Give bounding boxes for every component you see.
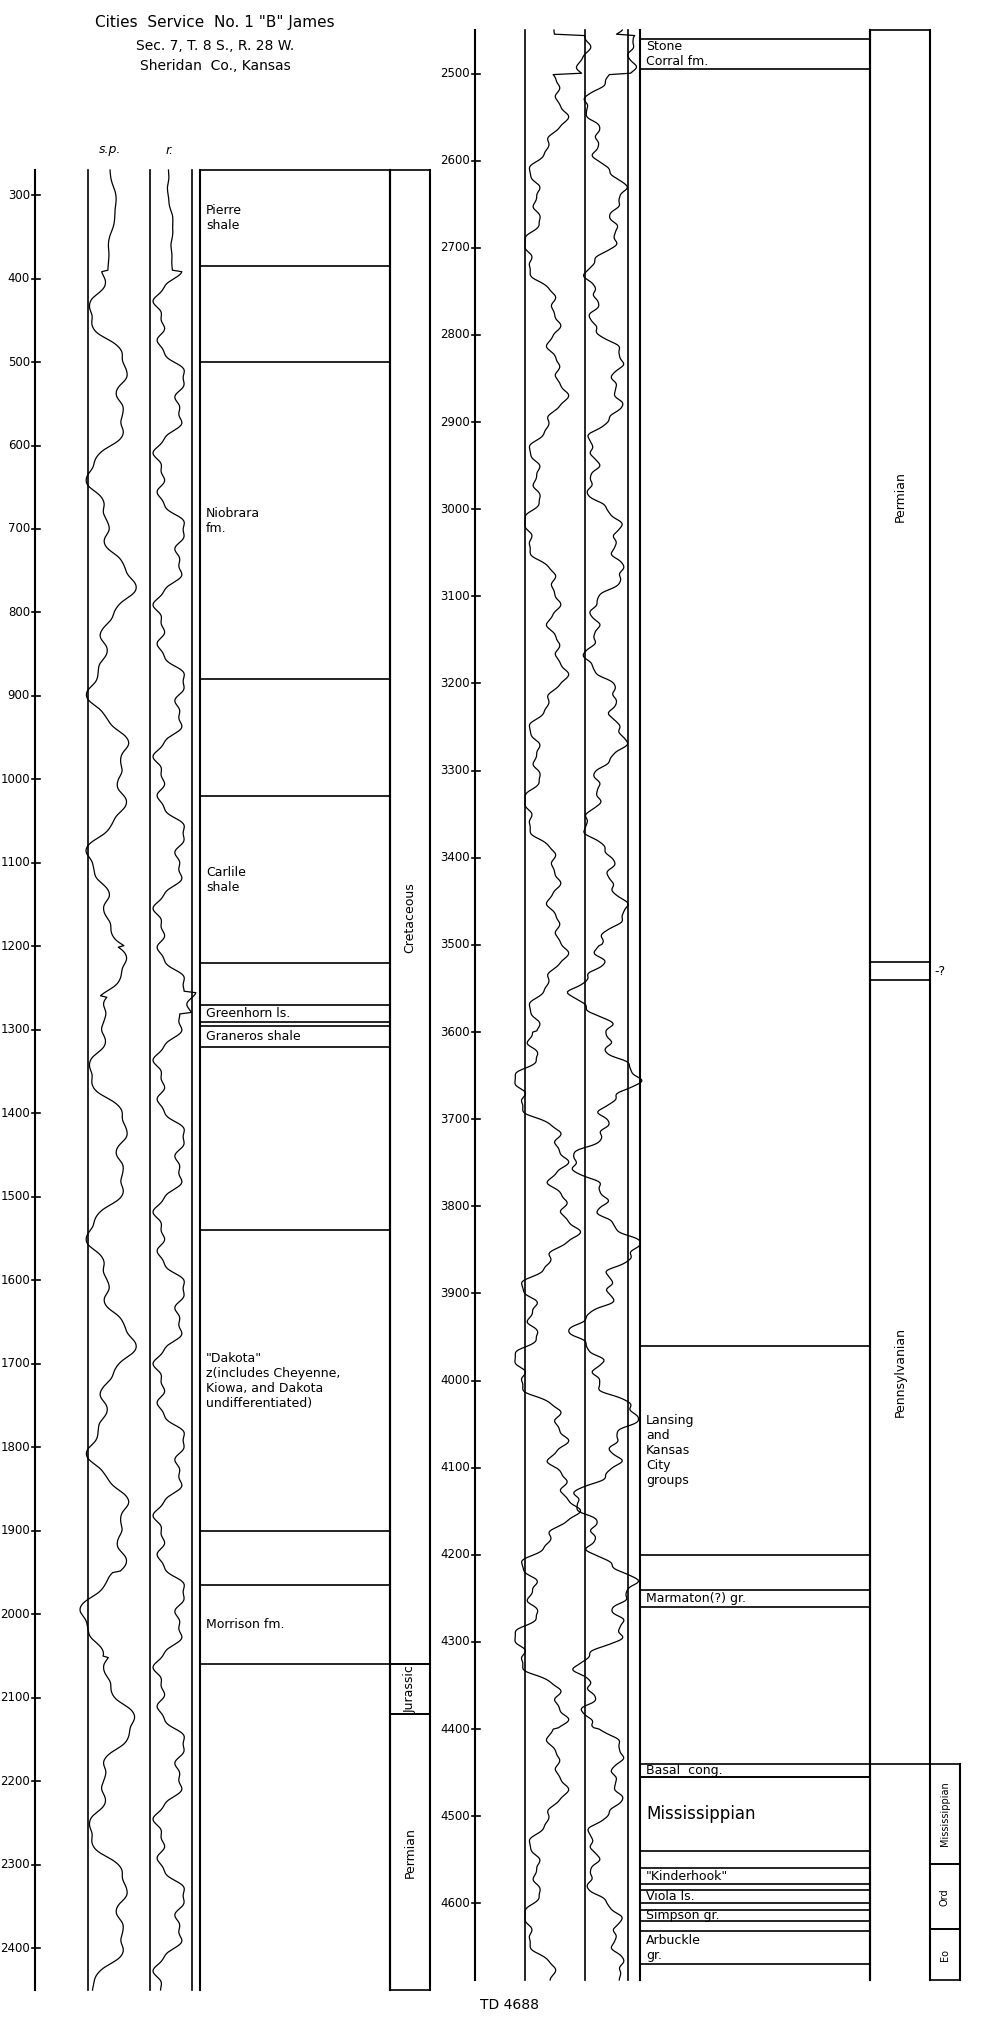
Text: Carlile
shale: Carlile shale: [206, 865, 246, 893]
Text: 900: 900: [8, 689, 30, 703]
Text: 300: 300: [8, 188, 30, 202]
Text: 4300: 4300: [440, 1635, 470, 1647]
Text: 2600: 2600: [440, 153, 470, 168]
Text: 3800: 3800: [440, 1200, 470, 1212]
Text: 1400: 1400: [0, 1108, 30, 1120]
Text: 1300: 1300: [0, 1024, 30, 1036]
Text: 3600: 3600: [440, 1026, 470, 1038]
Text: 2900: 2900: [440, 415, 470, 429]
Text: 600: 600: [8, 439, 30, 452]
Text: 1800: 1800: [0, 1441, 30, 1453]
Text: 4100: 4100: [440, 1461, 470, 1474]
Text: Permian: Permian: [404, 1827, 416, 1878]
Text: 2800: 2800: [440, 329, 470, 341]
Text: r.: r.: [166, 143, 174, 157]
Text: 1700: 1700: [0, 1357, 30, 1369]
Text: Eo: Eo: [940, 1948, 950, 1960]
Text: 700: 700: [8, 523, 30, 536]
Text: 1500: 1500: [0, 1190, 30, 1204]
Text: 400: 400: [8, 272, 30, 284]
Text: -?: -?: [934, 965, 945, 977]
Text: Greenhorn ls.: Greenhorn ls.: [206, 1008, 290, 1020]
Text: 500: 500: [8, 356, 30, 368]
Text: 1900: 1900: [0, 1525, 30, 1537]
Text: Basal  cong.: Basal cong.: [646, 1764, 723, 1776]
Text: 2000: 2000: [0, 1609, 30, 1621]
Text: 3400: 3400: [440, 850, 470, 865]
Text: Mississippian: Mississippian: [940, 1782, 950, 1846]
Text: "Dakota"
z(includes Cheyenne,
Kiowa, and Dakota
undifferentiated): "Dakota" z(includes Cheyenne, Kiowa, and…: [206, 1351, 340, 1410]
Text: 3900: 3900: [440, 1288, 470, 1300]
Text: 1200: 1200: [0, 940, 30, 953]
Text: Arbuckle
gr.: Arbuckle gr.: [646, 1934, 701, 1962]
Text: TD 4688: TD 4688: [480, 1997, 539, 2011]
Text: Marmaton(?) gr.: Marmaton(?) gr.: [646, 1592, 746, 1605]
Text: Niobrara
fm.: Niobrara fm.: [206, 507, 260, 536]
Text: 2300: 2300: [0, 1858, 30, 1870]
Text: 800: 800: [8, 605, 30, 619]
Text: Jurassic: Jurassic: [404, 1666, 416, 1713]
Text: s.p.: s.p.: [99, 143, 121, 157]
Text: 2500: 2500: [440, 67, 470, 80]
Text: 1600: 1600: [0, 1273, 30, 1288]
Text: Viola ls.: Viola ls.: [646, 1891, 695, 1903]
Text: 2700: 2700: [440, 241, 470, 253]
Text: 3200: 3200: [440, 677, 470, 691]
Text: Graneros shale: Graneros shale: [206, 1030, 301, 1042]
Text: 3100: 3100: [440, 591, 470, 603]
Text: 3000: 3000: [440, 503, 470, 515]
Text: "Kinderhook": "Kinderhook": [646, 1870, 728, 1883]
Text: Morrison fm.: Morrison fm.: [206, 1619, 285, 1631]
Text: Pennsylvanian: Pennsylvanian: [894, 1327, 906, 1416]
Text: Cities  Service  No. 1 "B" James: Cities Service No. 1 "B" James: [95, 14, 335, 29]
Text: Ord: Ord: [940, 1889, 950, 1905]
Text: Simpson gr.: Simpson gr.: [646, 1909, 720, 1921]
Text: 3300: 3300: [440, 764, 470, 777]
Text: Sheridan  Co., Kansas: Sheridan Co., Kansas: [140, 59, 290, 74]
Text: 2100: 2100: [0, 1690, 30, 1705]
Text: 4500: 4500: [440, 1809, 470, 1823]
Text: Permian: Permian: [894, 470, 906, 521]
Text: 4200: 4200: [440, 1547, 470, 1562]
Text: Mississippian: Mississippian: [646, 1805, 756, 1823]
Text: Cretaceous: Cretaceous: [404, 881, 416, 953]
Text: 1000: 1000: [0, 773, 30, 787]
Text: 2200: 2200: [0, 1774, 30, 1788]
Text: 3700: 3700: [440, 1112, 470, 1126]
Text: Pierre
shale: Pierre shale: [206, 204, 242, 233]
Text: 4400: 4400: [440, 1723, 470, 1735]
Text: Lansing
and
Kansas
City
groups: Lansing and Kansas City groups: [646, 1414, 694, 1486]
Text: 4000: 4000: [440, 1374, 470, 1388]
Text: 1100: 1100: [0, 856, 30, 869]
Text: Stone
Corral fm.: Stone Corral fm.: [646, 41, 708, 67]
Text: 2400: 2400: [0, 1942, 30, 1954]
Text: 4600: 4600: [440, 1897, 470, 1909]
Text: Sec. 7, T. 8 S., R. 28 W.: Sec. 7, T. 8 S., R. 28 W.: [136, 39, 294, 53]
Text: 3500: 3500: [440, 938, 470, 950]
